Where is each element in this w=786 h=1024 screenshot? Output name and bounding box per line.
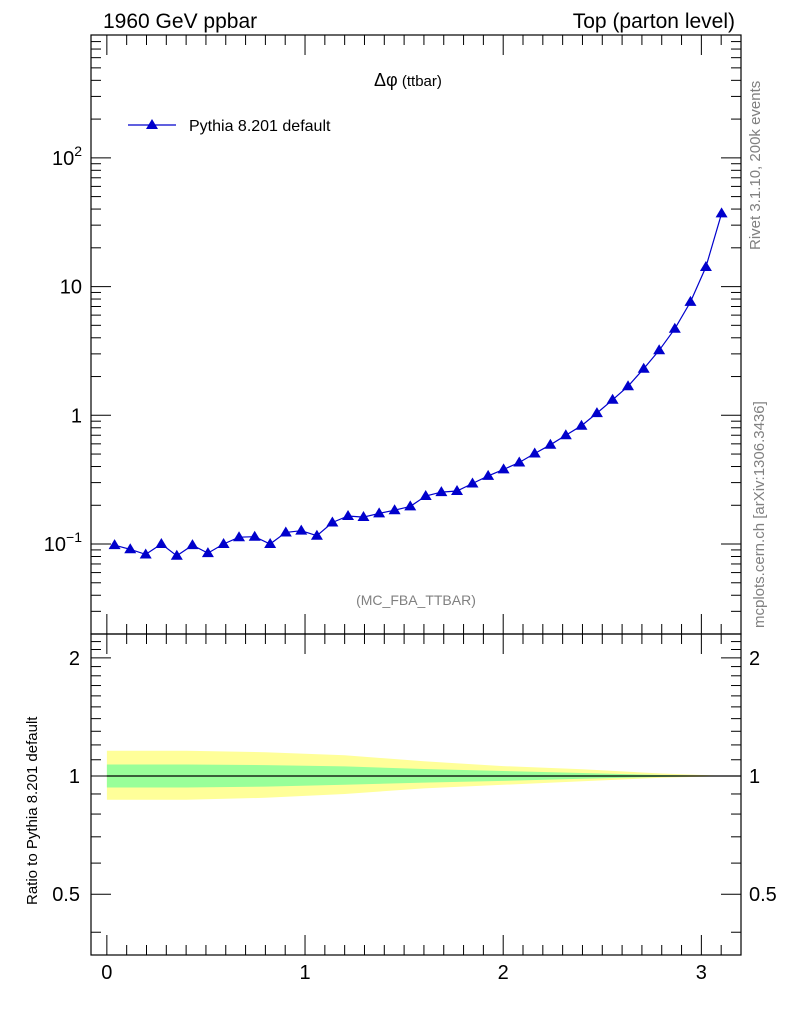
series-line xyxy=(114,213,723,557)
data-point xyxy=(482,469,495,480)
data-point xyxy=(357,511,370,522)
data-point xyxy=(513,456,526,467)
ratio-y-tick-label-right: 0.5 xyxy=(749,884,777,906)
data-point xyxy=(264,538,277,549)
data-point xyxy=(590,407,603,418)
legend: Pythia 8.201 default xyxy=(128,118,331,135)
main-title: Δφ (ttbar) xyxy=(374,70,442,90)
data-point xyxy=(295,524,308,535)
data-point xyxy=(404,500,417,511)
data-point xyxy=(310,529,323,540)
data-point xyxy=(668,322,681,333)
ratio-x-tick-labels: 0 1 2 3 xyxy=(101,962,707,984)
data-point xyxy=(342,510,355,521)
data-point xyxy=(451,485,464,496)
data-point xyxy=(575,419,588,430)
main-title-suffix: (ttbar) xyxy=(398,73,442,90)
data-point xyxy=(419,490,432,501)
data-point xyxy=(528,447,541,458)
data-point xyxy=(559,429,572,440)
data-point xyxy=(373,507,386,518)
main-y-tick-labels: 10−1 1 10 102 xyxy=(44,143,82,556)
data-point xyxy=(201,547,214,558)
ratio-y-tick-label: 2 xyxy=(69,648,80,670)
x-tick-label: 0 xyxy=(101,962,112,984)
analysis-label: (MC_FBA_TTBAR) xyxy=(356,592,476,608)
y-tick-label: 10 xyxy=(60,277,82,299)
main-y-minor-ticks xyxy=(91,34,741,635)
main-title-symbol: Δφ xyxy=(374,70,398,90)
main-panel: 10−1 1 10 102 Δφ (ttbar) Pythia 8.201 defau… xyxy=(44,34,742,635)
legend-marker xyxy=(146,119,158,129)
data-point xyxy=(248,530,261,541)
data-point xyxy=(606,393,619,404)
ratio-y-tick-label-right: 1 xyxy=(749,766,760,788)
data-point xyxy=(108,539,121,550)
data-point xyxy=(279,526,292,537)
mcplots-label: mcplots.cern.ch [arXiv:1306.3436] xyxy=(751,401,768,628)
ratio-panel: 0.5 0.5 1 1 2 2 0 1 2 3 Ratio to Pythia 8.201 de… xyxy=(24,633,777,984)
x-tick-label: 2 xyxy=(498,962,509,984)
data-point xyxy=(653,344,666,355)
data-point xyxy=(388,504,401,515)
data-point xyxy=(684,295,697,306)
ratio-frame xyxy=(90,633,742,956)
data-point xyxy=(326,516,339,527)
x-tick-label: 3 xyxy=(696,962,707,984)
data-point xyxy=(186,539,199,550)
ratio-y-minor-ticks xyxy=(91,641,741,933)
data-point xyxy=(544,438,557,449)
ratio-x-ticks xyxy=(106,634,742,955)
data-point xyxy=(637,362,650,373)
y-tick-label: 1 xyxy=(71,405,82,427)
y-tick-label: 10−1 xyxy=(44,529,82,556)
ratio-y-tick-label: 0.5 xyxy=(52,884,80,906)
ratio-y-tick-labels: 0.5 0.5 1 1 2 2 xyxy=(52,648,777,906)
data-point xyxy=(217,538,230,549)
ratio-y-tick-label-right: 2 xyxy=(749,648,760,670)
data-point xyxy=(699,260,712,271)
data-point xyxy=(715,207,728,218)
data-point xyxy=(497,463,510,474)
y-tick-label: 102 xyxy=(52,143,82,170)
header-right: Top (parton level) xyxy=(573,10,735,33)
series-markers xyxy=(108,207,728,560)
header-left: 1960 GeV ppbar xyxy=(103,10,257,33)
ratio-y-tick-label: 1 xyxy=(69,766,80,788)
data-point xyxy=(155,538,168,549)
data-point xyxy=(124,543,137,554)
legend-label: Pythia 8.201 default xyxy=(189,118,331,135)
ratio-ylabel: Ratio to Pythia 8.201 default xyxy=(24,716,41,905)
rivet-label: Rivet 3.1.10, 200k events xyxy=(747,81,764,250)
data-point xyxy=(466,477,479,488)
data-point xyxy=(139,548,152,559)
data-point xyxy=(233,531,246,542)
x-tick-label: 1 xyxy=(299,962,310,984)
main-x-ticks xyxy=(106,35,742,634)
data-point xyxy=(435,486,448,497)
data-point xyxy=(622,380,635,391)
data-point xyxy=(170,549,183,560)
